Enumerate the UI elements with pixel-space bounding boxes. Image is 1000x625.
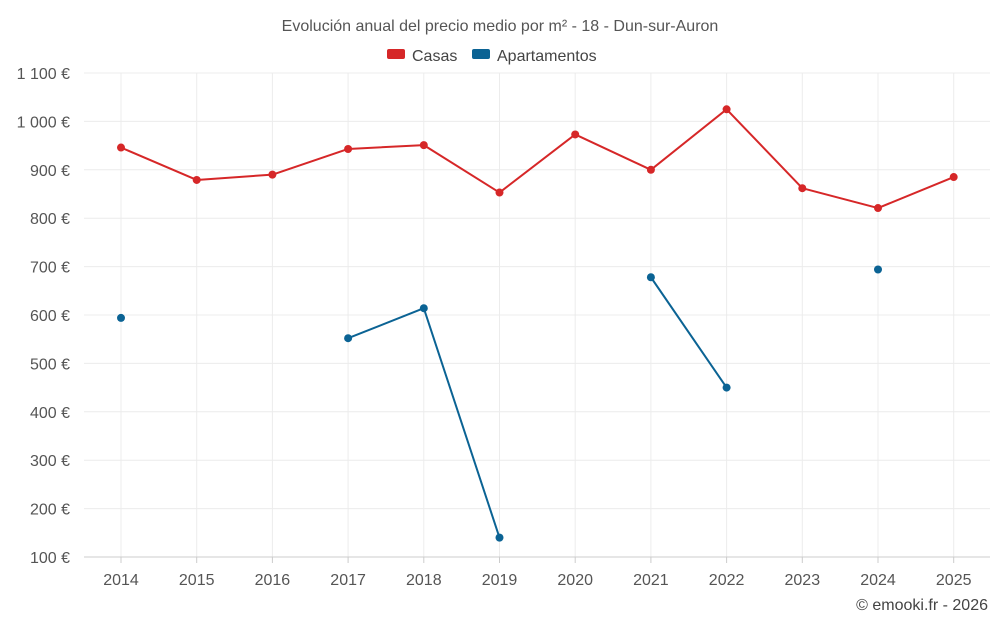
legend: Casas Apartamentos (387, 48, 597, 65)
data-point-apartamentos[interactable] (722, 383, 731, 392)
data-point-casas[interactable] (571, 130, 580, 139)
series-line-segment-casas (649, 108, 728, 171)
y-tick-label: 1 100 € (17, 66, 70, 83)
data-point-casas[interactable] (722, 105, 731, 114)
x-tick-label: 2014 (103, 572, 139, 589)
data-point-apartamentos[interactable] (495, 533, 504, 542)
data-point-apartamentos[interactable] (874, 265, 882, 274)
legend-item-apartamentos[interactable]: Apartamentos (472, 48, 597, 65)
y-tick-label: 200 € (30, 502, 70, 519)
data-point-apartamentos[interactable] (646, 273, 655, 282)
data-point-casas[interactable] (646, 165, 655, 174)
x-tick-label: 2021 (633, 572, 669, 589)
series-line-segment-casas (347, 144, 425, 150)
y-tick-label: 500 € (30, 356, 70, 373)
data-point-apartamentos[interactable] (117, 313, 125, 322)
y-tick-label: 700 € (30, 260, 70, 277)
x-tick-label: 2024 (860, 572, 896, 589)
data-point-casas[interactable] (192, 175, 201, 184)
data-point-casas[interactable] (344, 144, 353, 153)
data-point-casas[interactable] (949, 173, 958, 182)
series-line-segment-casas (498, 133, 577, 194)
series-line-segment-casas (801, 187, 879, 210)
series-line-segment-casas (271, 147, 350, 176)
series-line-segment-apartamentos (347, 307, 425, 340)
data-point-casas[interactable] (419, 141, 428, 150)
grid (84, 72, 990, 558)
series-line-segment-casas (195, 173, 274, 181)
y-tick-label: 1 000 € (17, 114, 70, 131)
series-line-segment-casas (422, 144, 501, 194)
x-tick-label: 2020 (557, 572, 593, 589)
y-tick-label: 900 € (30, 163, 70, 180)
y-tick-label: 300 € (30, 453, 70, 470)
data-point-apartamentos[interactable] (344, 334, 353, 343)
data-point-casas[interactable] (874, 204, 882, 213)
x-tick-label: 2016 (255, 572, 291, 589)
legend-swatch-apartamentos (472, 49, 490, 59)
y-tick-label: 800 € (30, 211, 70, 228)
chart-title: Evolución anual del precio medio por m² … (282, 18, 719, 35)
x-axis: 2014 2015 2016 2017 2018 2019 2020 2021 2022 2023… (84, 556, 990, 589)
series-casas (117, 105, 958, 213)
series-apartamentos (117, 265, 882, 542)
legend-label-apartamentos: Apartamentos (497, 48, 597, 65)
data-point-casas[interactable] (117, 143, 125, 152)
data-point-casas[interactable] (268, 170, 277, 179)
series-layer (117, 105, 958, 542)
data-point-casas[interactable] (495, 188, 504, 197)
series-line-segment-apartamentos (422, 307, 501, 539)
x-tick-label: 2018 (406, 572, 442, 589)
y-tick-label: 100 € (30, 550, 70, 567)
series-line-segment-casas (725, 108, 804, 190)
credit-text: © emooki.fr - 2026 (856, 597, 988, 614)
data-point-casas[interactable] (798, 184, 807, 193)
x-tick-label: 2025 (936, 572, 972, 589)
legend-swatch-casas (387, 49, 405, 59)
x-tick-label: 2023 (785, 572, 821, 589)
data-point-apartamentos[interactable] (419, 304, 428, 313)
series-line-segment-casas (877, 176, 955, 210)
y-tick-label: 600 € (30, 308, 70, 325)
x-tick-label: 2017 (330, 572, 366, 589)
legend-item-casas[interactable]: Casas (387, 48, 457, 65)
series-line-segment-apartamentos (649, 276, 728, 389)
legend-label-casas: Casas (412, 48, 457, 65)
x-tick-label: 2015 (179, 572, 215, 589)
x-tick-label: 2019 (482, 572, 518, 589)
y-tick-label: 400 € (30, 405, 70, 422)
series-line-segment-casas (574, 133, 652, 171)
series-line-segment-casas (120, 146, 198, 181)
x-tick-label: 2022 (709, 572, 745, 589)
y-axis: 100 € 200 € 300 € 400 € 500 € 600 € 700 € 800 €… (17, 66, 70, 567)
